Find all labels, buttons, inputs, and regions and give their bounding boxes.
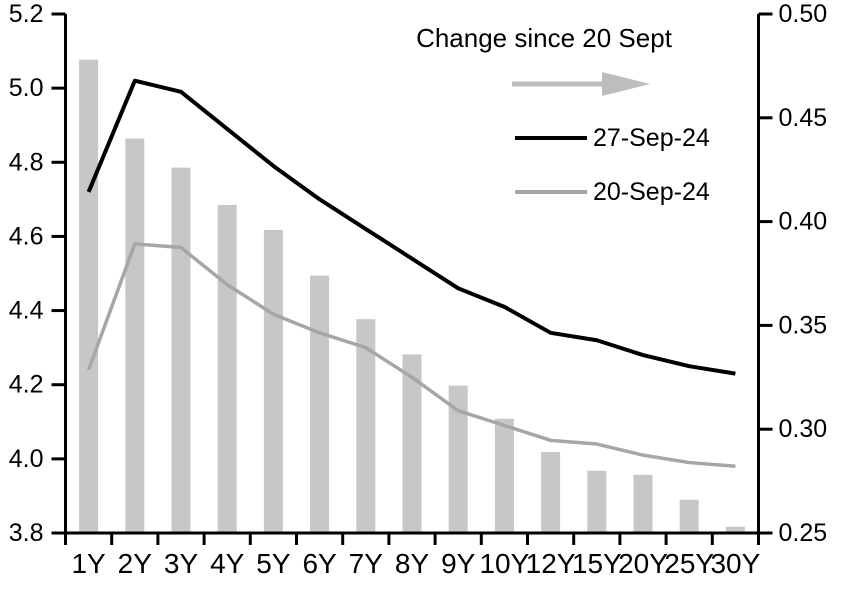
x-tick-label-7Y: 7Y <box>349 548 384 579</box>
bar-5Y <box>263 229 283 532</box>
bar-3Y <box>171 167 191 532</box>
bar-1Y <box>79 59 99 532</box>
right-tick-label: 0.40 <box>779 208 828 236</box>
x-tick-label-2Y: 2Y <box>118 548 153 579</box>
left-tick-label: 4.8 <box>9 148 44 176</box>
x-tick-label-12Y: 12Y <box>526 548 576 579</box>
bar-12Y <box>541 452 561 532</box>
legend-title: Change since 20 Sept <box>416 23 673 53</box>
legend-arrow-head-icon <box>602 72 650 96</box>
right-tick-label: 0.35 <box>779 311 828 339</box>
bar-20Y <box>633 474 653 532</box>
left-tick-label: 4.4 <box>9 297 44 325</box>
left-tick-label: 3.8 <box>9 519 44 547</box>
bar-10Y <box>494 418 514 532</box>
x-tick-label-5Y: 5Y <box>256 548 291 579</box>
left-tick-label: 4.0 <box>9 445 44 473</box>
bar-7Y <box>356 319 376 532</box>
bar-30Y <box>725 526 745 532</box>
x-tick-label-9Y: 9Y <box>441 548 476 579</box>
bar-8Y <box>402 354 422 532</box>
x-tick-label-3Y: 3Y <box>164 548 199 579</box>
bar-series <box>79 59 745 532</box>
x-tick-label-10Y: 10Y <box>479 548 529 579</box>
bar-4Y <box>217 204 237 532</box>
right-axis: 0.50 0.45 0.40 0.35 0.30 0.25 <box>758 0 828 547</box>
left-tick-label: 4.6 <box>9 222 44 250</box>
legend: Change since 20 Sept 27-Sep-24 20-Sep-24 <box>416 23 710 206</box>
x-tick-label-25Y: 25Y <box>664 548 714 579</box>
left-axis: 5.2 5.0 4.8 4.6 4.4 4.2 4.0 3.8 <box>9 0 66 547</box>
series-line-20-sep-24 <box>86 242 736 469</box>
legend-entry-label: 27-Sep-24 <box>593 124 710 152</box>
right-tick-label: 0.45 <box>779 104 828 132</box>
left-tick-label: 4.2 <box>9 371 44 399</box>
left-tick-label: 5.2 <box>9 0 44 28</box>
x-tick-label-8Y: 8Y <box>395 548 430 579</box>
bar-25Y <box>679 499 699 532</box>
x-tick-label-1Y: 1Y <box>71 548 106 579</box>
bar-15Y <box>587 470 607 532</box>
right-tick-label: 0.50 <box>779 0 828 28</box>
left-tick-label: 5.0 <box>9 74 44 102</box>
x-tick-label-30Y: 30Y <box>710 548 760 579</box>
axis-frame <box>64 14 760 535</box>
x-tick-label-6Y: 6Y <box>302 548 337 579</box>
bar-2Y <box>125 138 145 532</box>
bar-6Y <box>310 275 330 532</box>
legend-arrow-icon <box>512 81 604 87</box>
x-tick-label-20Y: 20Y <box>618 548 668 579</box>
legend-entry-label: 20-Sep-24 <box>593 178 710 206</box>
x-tick-label-4Y: 4Y <box>210 548 245 579</box>
x-tick-label-15Y: 15Y <box>572 548 622 579</box>
bar-9Y <box>448 385 468 532</box>
right-tick-label: 0.25 <box>779 519 828 547</box>
right-tick-label: 0.30 <box>779 415 828 443</box>
series-line-27-sep-24 <box>86 78 736 376</box>
